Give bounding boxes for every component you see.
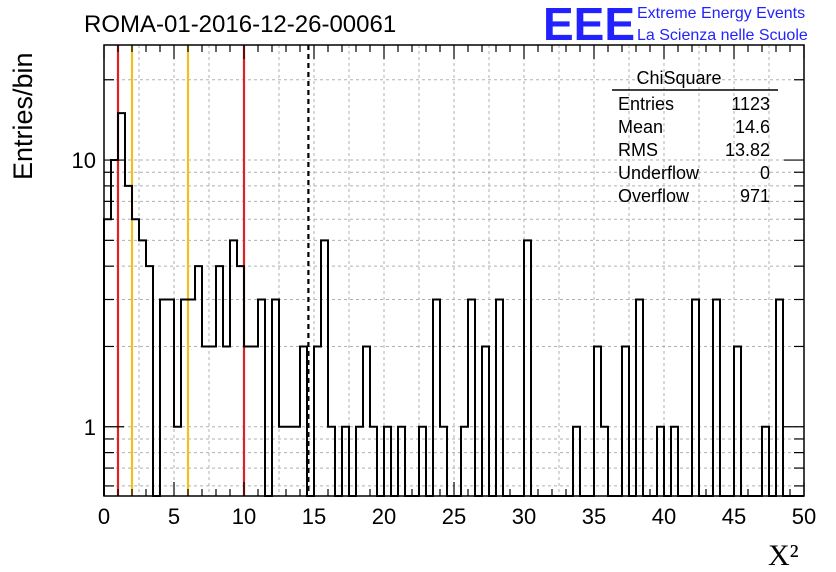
stats-value: 14.6 bbox=[735, 117, 770, 137]
stats-value: 1123 bbox=[731, 94, 770, 114]
x-tick-label: 0 bbox=[98, 504, 110, 529]
y-axis-label: Entries/bin bbox=[8, 52, 38, 180]
y-tick-label: 10 bbox=[72, 148, 96, 173]
y-tick-label: 1 bbox=[84, 415, 96, 440]
x-tick-label: 50 bbox=[792, 504, 816, 529]
stats-label: Underflow bbox=[618, 163, 700, 183]
stats-label: Mean bbox=[618, 117, 663, 137]
x-tick-label: 40 bbox=[652, 504, 676, 529]
x-tick-label: 5 bbox=[168, 504, 180, 529]
x-tick-label: 10 bbox=[232, 504, 256, 529]
eee-logo-text: EEE bbox=[543, 0, 635, 50]
x-tick-labels: 0 5 10 15 20 25 30 35 40 45 50 bbox=[98, 504, 816, 529]
stats-value: 13.82 bbox=[725, 140, 770, 160]
stats-title: ChiSquare bbox=[636, 68, 721, 88]
logo-line-2: La Scienza nelle Scuole bbox=[637, 27, 808, 44]
stats-label: Overflow bbox=[618, 186, 690, 206]
x-tick-label: 30 bbox=[512, 504, 536, 529]
stats-label: RMS bbox=[618, 140, 658, 160]
reference-lines bbox=[116, 45, 310, 496]
stats-value: 971 bbox=[740, 186, 770, 206]
axis-ticks bbox=[103, 45, 805, 496]
stats-box: ChiSquare Entries 1123 Mean 14.6 RMS 13.82 Und… bbox=[612, 68, 778, 206]
y-tick-labels: 1 10 bbox=[72, 148, 96, 440]
grid bbox=[104, 45, 804, 496]
stats-label: Entries bbox=[618, 94, 674, 114]
stats-value: 0 bbox=[760, 163, 770, 183]
chart-title: ROMA-01-2016-12-26-00061 bbox=[84, 11, 396, 38]
x-tick-label: 20 bbox=[372, 504, 396, 529]
x-tick-label: 15 bbox=[302, 504, 326, 529]
x-tick-label: 35 bbox=[582, 504, 606, 529]
x-tick-label: 25 bbox=[442, 504, 466, 529]
eee-logo: EEE Extreme Energy Events La Scienza nel… bbox=[543, 0, 808, 50]
x-axis-label: X² bbox=[768, 539, 799, 572]
logo-line-1: Extreme Energy Events bbox=[637, 5, 805, 22]
histogram-series bbox=[103, 112, 804, 497]
x-tick-label: 45 bbox=[722, 504, 746, 529]
